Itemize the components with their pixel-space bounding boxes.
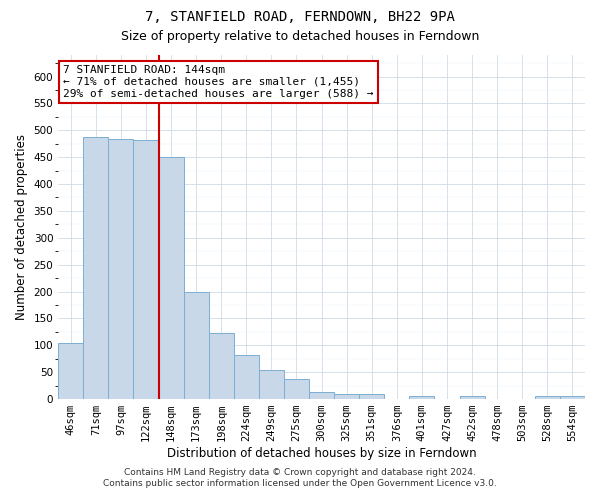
Bar <box>133 140 158 399</box>
Text: 7, STANFIELD ROAD, FERNDOWN, BH22 9PA: 7, STANFIELD ROAD, FERNDOWN, BH22 9PA <box>145 10 455 24</box>
X-axis label: Distribution of detached houses by size in Ferndown: Distribution of detached houses by size … <box>167 447 476 460</box>
Bar <box>109 139 133 399</box>
Bar <box>58 342 83 399</box>
Bar <box>158 157 184 399</box>
Bar <box>359 394 385 399</box>
Bar <box>209 334 234 399</box>
Bar <box>309 392 334 399</box>
Text: Size of property relative to detached houses in Ferndown: Size of property relative to detached ho… <box>121 30 479 43</box>
Bar <box>460 396 485 399</box>
Bar <box>409 396 434 399</box>
Y-axis label: Number of detached properties: Number of detached properties <box>15 134 28 320</box>
Bar <box>535 396 560 399</box>
Bar <box>83 138 109 399</box>
Bar <box>234 355 259 399</box>
Bar <box>334 394 359 399</box>
Text: 7 STANFIELD ROAD: 144sqm
← 71% of detached houses are smaller (1,455)
29% of sem: 7 STANFIELD ROAD: 144sqm ← 71% of detach… <box>64 66 374 98</box>
Bar <box>284 379 309 399</box>
Bar <box>560 396 585 399</box>
Bar <box>259 370 284 399</box>
Bar <box>184 292 209 399</box>
Text: Contains HM Land Registry data © Crown copyright and database right 2024.
Contai: Contains HM Land Registry data © Crown c… <box>103 468 497 487</box>
